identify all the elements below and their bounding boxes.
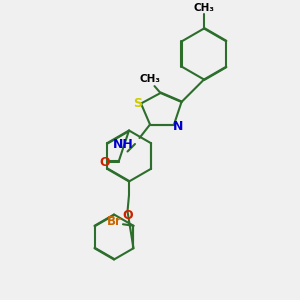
Text: Br: Br bbox=[107, 215, 122, 228]
Text: O: O bbox=[99, 155, 110, 169]
Text: CH₃: CH₃ bbox=[140, 74, 160, 84]
Text: S: S bbox=[133, 97, 142, 110]
Text: O: O bbox=[122, 208, 133, 222]
Text: NH: NH bbox=[113, 137, 134, 151]
Text: CH₃: CH₃ bbox=[194, 3, 214, 13]
Text: N: N bbox=[172, 119, 183, 133]
